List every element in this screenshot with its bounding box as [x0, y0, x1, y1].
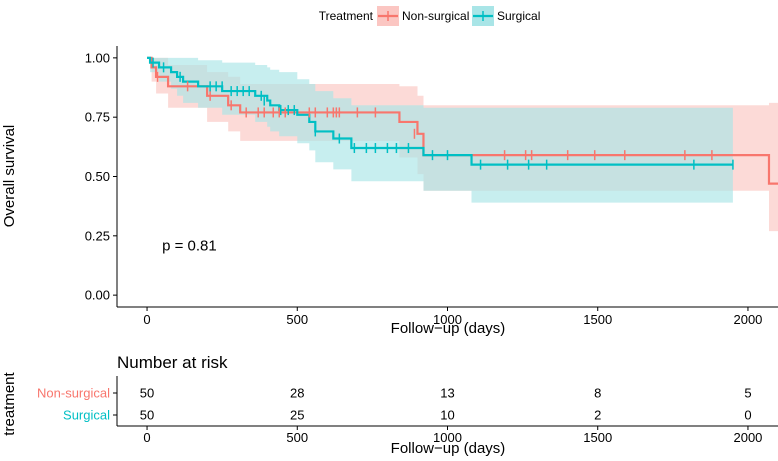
legend: Treatment Non-surgical Surgical	[319, 6, 540, 26]
x-axis-ticks: 0 500 1000 1500 2000	[143, 307, 762, 327]
x-tick-label: 1000	[433, 312, 462, 327]
risk-x-axis-ticks: 0 500 1000 1500 2000	[143, 426, 762, 445]
risk-count-surgical: 0	[744, 408, 751, 423]
risk-count-non-surgical: 5	[744, 386, 751, 401]
x-axis-title: Follow−up (days)	[391, 320, 506, 337]
risk-x-tick-label: 500	[286, 430, 308, 445]
survival-curve-non-surgical	[147, 56, 778, 185]
risk-count-surgical: 10	[440, 408, 454, 423]
survival-plot: 0.00 0.25 0.50 0.75 1.00 0 500 1000 1500 2000 Fo…	[1, 46, 778, 337]
legend-label-non-surgical: Non-surgical	[402, 9, 469, 23]
y-tick-label: 0.75	[85, 110, 110, 125]
risk-x-tick-label: 0	[143, 430, 150, 445]
y-tick-label: 1.00	[85, 50, 110, 65]
risk-x-axis-title: Follow−up (days)	[391, 440, 506, 457]
y-axis-title: Overall survival	[1, 125, 18, 228]
risk-count-surgical: 2	[594, 408, 601, 423]
risk-table-title: Number at risk	[117, 353, 228, 372]
risk-rows: Non-surgical 50 28 13 8 5 Surgical 50 25 10 2 0	[37, 386, 752, 423]
ci-band-surgical	[147, 57, 733, 203]
risk-x-tick-label: 2000	[733, 430, 762, 445]
risk-x-tick-label: 1000	[433, 430, 462, 445]
x-tick-label: 2000	[733, 312, 762, 327]
risk-table: Number at risk treatment Non-surgical 50 2…	[1, 353, 778, 457]
p-value-annotation: p = 0.81	[162, 237, 217, 254]
risk-count-surgical: 50	[140, 408, 154, 423]
survival-curves	[147, 56, 778, 185]
survival-curve-surgical	[147, 56, 733, 166]
y-tick-label: 0.50	[85, 169, 110, 184]
x-tick-label: 1500	[583, 312, 612, 327]
risk-table-y-title: treatment	[1, 371, 18, 435]
censor-marks	[152, 57, 734, 170]
legend-item-surgical: Surgical	[472, 6, 540, 26]
risk-count-non-surgical: 8	[594, 386, 601, 401]
risk-count-surgical: 25	[290, 408, 304, 423]
legend-item-non-surgical: Non-surgical	[377, 6, 469, 26]
legend-title: Treatment	[319, 9, 374, 23]
y-tick-label: 0.25	[85, 228, 110, 243]
y-tick-label: 0.00	[85, 288, 110, 303]
risk-count-non-surgical: 28	[290, 386, 304, 401]
x-tick-label: 0	[143, 312, 150, 327]
risk-row-label-non-surgical: Non-surgical	[37, 386, 110, 401]
confidence-bands	[147, 57, 778, 232]
legend-label-surgical: Surgical	[497, 9, 540, 23]
y-axis-ticks: 0.00 0.25 0.50 0.75 1.00	[85, 50, 117, 303]
risk-row-label-surgical: Surgical	[63, 408, 110, 423]
risk-x-tick-label: 1500	[583, 430, 612, 445]
risk-count-non-surgical: 13	[440, 386, 454, 401]
risk-count-non-surgical: 50	[140, 386, 154, 401]
x-tick-label: 500	[286, 312, 308, 327]
